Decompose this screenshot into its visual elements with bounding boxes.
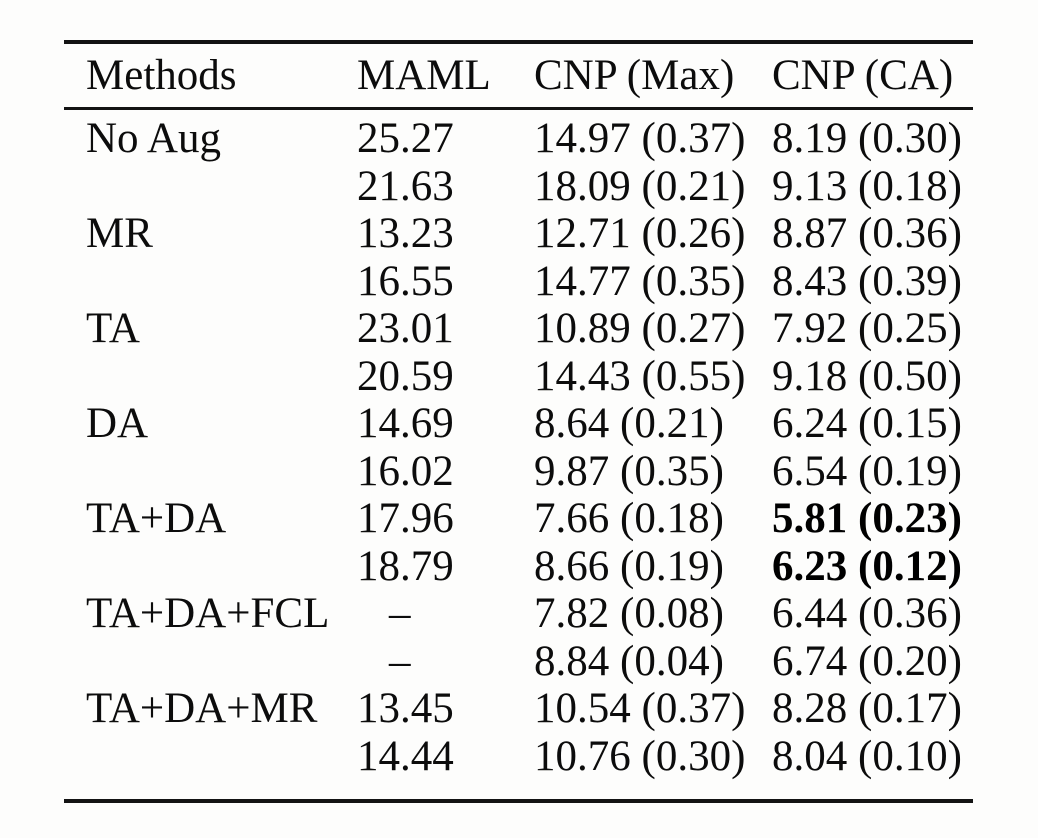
cnp-ca-cell: 6.74 (0.20)	[772, 637, 962, 685]
cnp-max-cell: 10.54 (0.37)	[534, 685, 746, 732]
cnp-max-cell: 8.64 (0.21)	[534, 400, 724, 447]
col-header-maml: MAML	[357, 52, 491, 99]
cnp-ca-cell: 8.04 (0.10)	[772, 732, 962, 780]
table-header-row: Methods MAML CNP (Max) CNP (CA)	[64, 44, 973, 110]
method-cell: TA	[86, 305, 140, 352]
cnp-ca-cell: 8.28 (0.17)	[772, 685, 962, 732]
results-table: Methods MAML CNP (Max) CNP (CA) No Aug 25…	[64, 40, 973, 803]
method-cell: DA	[86, 400, 149, 447]
maml-cell: 16.02	[357, 447, 454, 495]
cnp-ca-cell: 6.54 (0.19)	[772, 447, 962, 495]
table-row: TA+DA 17.96 7.66 (0.18) 5.81 (0.23)	[64, 495, 973, 543]
table-row: 16.55 14.77 (0.35) 8.43 (0.39)	[64, 258, 973, 306]
maml-cell: 25.27	[357, 115, 454, 162]
cnp-ca-cell: 5.81 (0.23)	[772, 495, 962, 542]
cnp-max-cell: 8.66 (0.19)	[534, 542, 724, 590]
cnp-ca-cell: 7.92 (0.25)	[772, 305, 962, 352]
maml-cell: –	[389, 590, 411, 637]
maml-cell: 17.96	[357, 495, 454, 542]
method-cell: TA+DA	[86, 495, 227, 542]
maml-cell: 13.45	[357, 685, 454, 732]
method-cell: TA+DA+MR	[86, 685, 318, 732]
cnp-ca-cell: 6.24 (0.15)	[772, 400, 962, 447]
table-row: MR 13.23 12.71 (0.26) 8.87 (0.36)	[64, 210, 973, 258]
table-row: DA 14.69 8.64 (0.21) 6.24 (0.15)	[64, 400, 973, 448]
col-header-methods: Methods	[86, 52, 237, 99]
col-header-cnp-ca: CNP (CA)	[772, 52, 954, 99]
table-body: No Aug 25.27 14.97 (0.37) 8.19 (0.30) 21.63 1…	[64, 110, 973, 799]
cnp-ca-cell: 9.18 (0.50)	[772, 352, 962, 400]
table-row: TA+DA+MR 13.45 10.54 (0.37) 8.28 (0.17)	[64, 685, 973, 733]
table-row: 14.44 10.76 (0.30) 8.04 (0.10)	[64, 733, 973, 781]
table-row: No Aug 25.27 14.97 (0.37) 8.19 (0.30)	[64, 115, 973, 163]
cnp-max-cell: 18.09 (0.21)	[534, 162, 746, 210]
cnp-max-cell: 14.97 (0.37)	[534, 115, 746, 162]
method-cell	[64, 353, 357, 401]
cnp-ca-cell: 9.13 (0.18)	[772, 162, 962, 210]
cnp-max-cell: 8.84 (0.04)	[534, 637, 724, 685]
maml-cell: 14.69	[357, 400, 454, 447]
method-cell: MR	[86, 210, 153, 257]
cnp-ca-cell: 8.87 (0.36)	[772, 210, 962, 257]
cnp-max-cell: 14.43 (0.55)	[534, 352, 746, 400]
method-cell: No Aug	[86, 115, 221, 162]
maml-cell: 16.55	[357, 257, 454, 305]
method-cell	[64, 543, 357, 591]
method-cell	[64, 733, 357, 781]
cnp-max-cell: 7.66 (0.18)	[534, 495, 724, 542]
table-row: 18.79 8.66 (0.19) 6.23 (0.12)	[64, 543, 973, 591]
col-header-cnp-max: CNP (Max)	[534, 52, 735, 99]
maml-cell: 18.79	[357, 542, 454, 590]
cnp-ca-cell: 6.44 (0.36)	[772, 590, 962, 637]
maml-cell: 23.01	[357, 305, 454, 352]
table-row: 20.59 14.43 (0.55) 9.18 (0.50)	[64, 353, 973, 401]
maml-cell: 21.63	[357, 162, 454, 210]
method-cell	[64, 163, 357, 211]
cnp-max-cell: 10.76 (0.30)	[534, 732, 746, 780]
table-row: 16.02 9.87 (0.35) 6.54 (0.19)	[64, 448, 973, 496]
maml-cell: 13.23	[357, 210, 454, 257]
cnp-ca-cell: 8.43 (0.39)	[772, 257, 962, 305]
table-row: – 8.84 (0.04) 6.74 (0.20)	[64, 638, 973, 686]
maml-cell: –	[389, 637, 411, 685]
method-cell	[64, 448, 357, 496]
cnp-max-cell: 10.89 (0.27)	[534, 305, 746, 352]
cnp-max-cell: 7.82 (0.08)	[534, 590, 724, 637]
cnp-max-cell: 14.77 (0.35)	[534, 257, 746, 305]
table-row: TA+DA+FCL – 7.82 (0.08) 6.44 (0.36)	[64, 590, 973, 638]
method-cell	[64, 258, 357, 306]
cnp-max-cell: 12.71 (0.26)	[534, 210, 746, 257]
method-cell	[64, 638, 357, 686]
method-cell: TA+DA+FCL	[86, 590, 330, 637]
cnp-ca-cell: 8.19 (0.30)	[772, 115, 962, 162]
maml-cell: 14.44	[357, 732, 454, 780]
table-row: TA 23.01 10.89 (0.27) 7.92 (0.25)	[64, 305, 973, 353]
cnp-ca-cell: 6.23 (0.12)	[772, 542, 962, 590]
table-row: 21.63 18.09 (0.21) 9.13 (0.18)	[64, 163, 973, 211]
cnp-max-cell: 9.87 (0.35)	[534, 447, 724, 495]
maml-cell: 20.59	[357, 352, 454, 400]
